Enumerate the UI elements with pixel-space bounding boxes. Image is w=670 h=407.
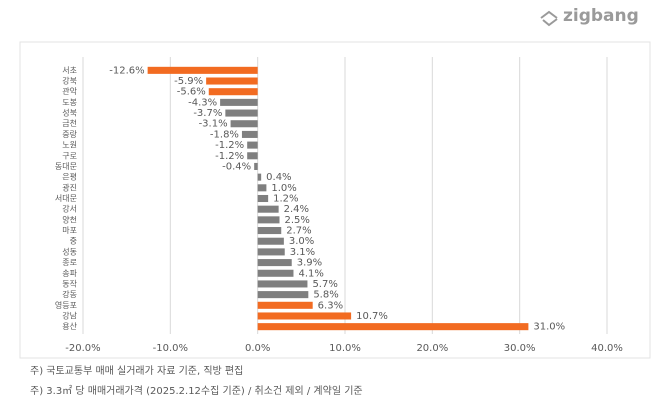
value-label: 31.0% [533,322,565,333]
value-label: -12.6% [109,65,144,76]
bar [257,184,267,192]
y-tick-label: 도봉 [62,98,77,107]
y-tick-label: 서초 [62,66,77,75]
value-label: 2.5% [285,215,310,226]
value-label: -5.9% [174,76,203,87]
bar [206,77,258,85]
bar [257,216,280,224]
value-label: 3.0% [289,236,314,247]
x-tick-label: -20.0% [65,343,100,354]
x-tick-label: 30.0% [504,343,536,354]
value-label: -4.3% [188,97,217,108]
value-label: 1.0% [271,183,296,194]
value-label: 10.7% [356,311,388,322]
bar [257,259,292,267]
bar [257,248,285,256]
value-label: -1.2% [215,140,244,151]
y-tick-label: 관악 [62,86,77,96]
bar [247,141,258,149]
bar [257,291,309,299]
value-label: -3.7% [193,108,222,119]
y-tick-label: 중랑 [62,129,77,139]
bar [257,227,282,235]
bar [230,120,258,128]
logo-icon [540,10,558,27]
y-tick-label: 중 [70,237,77,246]
y-tick-label: 광진 [62,182,77,192]
value-label: -0.4% [222,161,251,172]
bar [257,173,262,181]
chart-frame [19,41,651,359]
value-label: 3.1% [290,247,315,258]
y-tick-label: 용산 [62,321,77,331]
value-label: 3.9% [297,258,322,269]
y-tick-label: 양천 [62,214,77,224]
value-label: -1.2% [215,151,244,162]
x-tick-label: 0.0% [245,343,270,354]
y-tick-label: 성동 [62,247,77,256]
y-tick-label: 송파 [62,269,77,278]
y-tick-label: 서대문 [55,194,77,203]
bar [241,130,258,138]
y-tick-label: 금천 [62,118,77,128]
y-tick-label: 마포 [62,226,77,235]
bar [254,162,258,170]
value-label: 0.4% [266,172,291,183]
y-tick-label: 강동 [62,289,77,299]
y-tick-label: 영등포 [55,300,77,310]
bar [147,66,258,74]
value-label: 1.2% [273,194,298,205]
bar [247,152,258,160]
value-label: 2.4% [284,204,309,215]
bar [220,98,258,106]
bar [257,280,308,288]
note: 주) 국토교통부 매매 실거래가 자료 기준, 직방 편집 [30,365,243,377]
value-label: 5.7% [312,279,337,290]
bar [257,323,529,331]
bar [225,109,258,117]
y-tick-label: 노원 [62,141,77,150]
y-tick-label: 성북 [62,109,77,118]
y-tick-label: 강서 [62,204,77,214]
y-tick-label: 강남 [62,310,77,320]
value-label: 2.7% [286,226,311,237]
y-tick-label: 강북 [62,76,77,86]
bar [257,237,284,245]
value-label: 6.3% [318,300,343,311]
x-tick-label: 10.0% [329,343,361,354]
value-label: -3.1% [199,119,228,130]
y-tick-label: 구로 [62,151,77,160]
bar [257,312,352,320]
value-label: 5.8% [313,290,338,301]
logo: zigbang [563,6,639,26]
x-tick-label: 40.0% [591,343,623,354]
value-label: 4.1% [298,268,323,279]
x-tick-label: -10.0% [153,343,188,354]
bar [208,88,258,96]
y-tick-label: 종로 [62,258,77,267]
bar [257,205,279,213]
note: 주) 3.3㎡ 당 매매거래가격 (2025.2.12수집 기준) / 취소건 … [30,384,363,397]
bar [257,194,269,203]
value-label: -5.6% [177,87,206,98]
y-tick-label: 은평 [62,172,77,182]
bar [257,301,313,309]
y-tick-label: 동작 [62,278,77,288]
bar [257,269,294,277]
x-tick-label: 20.0% [416,343,448,354]
y-tick-label: 동대문 [55,162,77,171]
value-label: -1.8% [210,129,239,140]
